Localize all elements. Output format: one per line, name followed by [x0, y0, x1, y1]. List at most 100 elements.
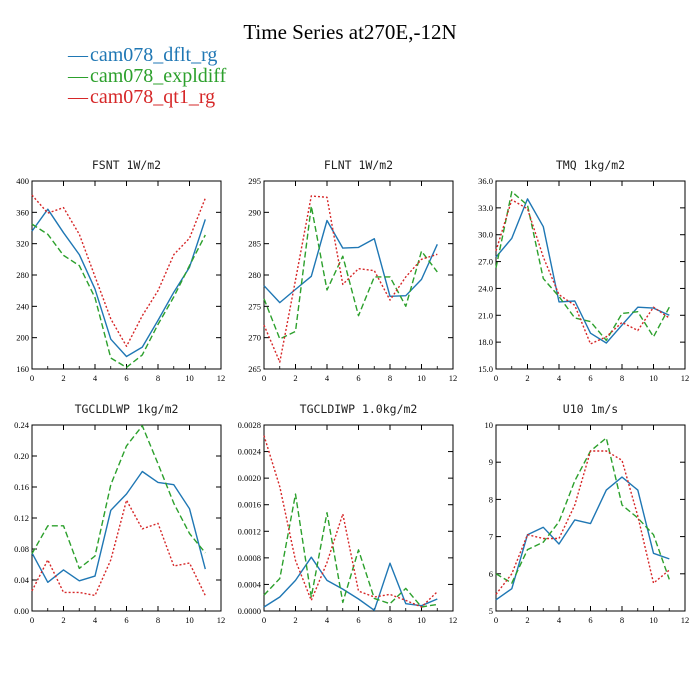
y-tick-label: 0.0024 [238, 447, 262, 457]
x-tick-label: 6 [588, 373, 592, 383]
x-tick-label: 2 [525, 615, 529, 625]
x-tick-label: 10 [649, 373, 658, 383]
y-tick-label: 0.12 [14, 513, 29, 523]
y-tick-label: 33.0 [478, 203, 493, 213]
y-tick-label: 0.0028 [238, 420, 261, 430]
x-tick-label: 0 [262, 615, 266, 625]
x-tick-label: 12 [449, 615, 458, 625]
y-tick-label: 285 [248, 239, 261, 249]
legend-line-icon: — [68, 65, 88, 87]
series-line-cam078_expldiff [495, 437, 670, 584]
plot-frame [263, 180, 454, 370]
y-tick-label: 360 [16, 207, 29, 217]
figure-title: Time Series at270E,-12N [243, 20, 457, 44]
panel-title: TGCLDIWP 1.0kg/m2 [300, 402, 418, 416]
x-tick-label: 12 [217, 615, 226, 625]
x-tick-label: 4 [557, 373, 562, 383]
x-tick-label: 12 [449, 373, 458, 383]
x-tick-label: 10 [185, 615, 194, 625]
y-tick-label: 10 [485, 420, 494, 430]
x-tick-label: 4 [93, 615, 98, 625]
y-tick-label: 15.0 [478, 364, 493, 374]
x-tick-label: 4 [325, 615, 330, 625]
series-line-cam078_dflt_rg [263, 219, 438, 304]
legend-label: cam078_dflt_rg [90, 44, 218, 66]
x-tick-label: 6 [124, 615, 128, 625]
legend-label: cam078_expldiff [90, 65, 227, 87]
x-tick-label: 6 [124, 373, 128, 383]
x-tick-label: 8 [620, 373, 624, 383]
series-line-cam078_expldiff [263, 493, 438, 608]
y-tick-label: 200 [16, 333, 29, 343]
x-tick-label: 0 [494, 373, 498, 383]
x-tick-label: 12 [681, 615, 690, 625]
x-tick-label: 8 [620, 615, 624, 625]
series-line-cam078_expldiff [31, 223, 206, 369]
legend-line-icon: — [68, 44, 88, 66]
y-tick-label: 280 [248, 270, 261, 280]
x-tick-label: 8 [388, 615, 392, 625]
y-tick-label: 0.0000 [238, 606, 261, 616]
legend-item-qt1: — cam078_qt1_rg [68, 87, 226, 108]
series-line-cam078_dflt_rg [495, 476, 670, 601]
x-tick-label: 0 [30, 615, 34, 625]
y-tick-label: 275 [248, 301, 261, 311]
y-tick-label: 5 [489, 606, 493, 616]
legend-item-dflt: — cam078_dflt_rg [68, 45, 226, 66]
x-tick-label: 10 [417, 615, 426, 625]
series-line-cam078_qt1_rg [495, 450, 670, 595]
y-tick-label: 24.0 [478, 283, 493, 293]
x-tick-label: 6 [356, 373, 360, 383]
legend: — cam078_dflt_rg — cam078_expldiff — cam078… [68, 45, 226, 108]
x-tick-label: 0 [494, 615, 498, 625]
y-tick-label: 36.0 [478, 176, 493, 186]
y-tick-label: 21.0 [478, 310, 493, 320]
y-tick-label: 6 [489, 569, 493, 579]
y-tick-label: 27.0 [478, 257, 493, 267]
series-line-cam078_qt1_rg [263, 435, 438, 608]
series-line-cam078_expldiff [495, 190, 670, 342]
y-tick-label: 0.00 [14, 606, 29, 616]
x-tick-label: 2 [525, 373, 529, 383]
y-tick-label: 295 [248, 176, 261, 186]
series-line-cam078_qt1_rg [31, 194, 206, 347]
series-line-cam078_qt1_rg [263, 195, 438, 363]
legend-item-expldiff: — cam078_expldiff [68, 66, 226, 87]
y-tick-label: 8 [489, 494, 493, 504]
panel-title: FSNT 1W/m2 [92, 158, 161, 172]
x-tick-label: 10 [649, 615, 658, 625]
x-tick-label: 12 [681, 373, 690, 383]
x-tick-label: 8 [156, 373, 160, 383]
series-line-cam078_expldiff [263, 205, 438, 340]
y-tick-label: 0.04 [14, 575, 30, 585]
y-tick-label: 18.0 [478, 337, 493, 347]
y-tick-label: 7 [489, 532, 493, 542]
x-tick-label: 6 [588, 615, 592, 625]
x-tick-label: 2 [293, 373, 297, 383]
x-tick-label: 2 [61, 373, 65, 383]
series-line-cam078_expldiff [31, 425, 206, 570]
x-tick-label: 6 [356, 615, 360, 625]
y-tick-label: 400 [16, 176, 29, 186]
x-tick-label: 10 [417, 373, 426, 383]
x-tick-label: 0 [262, 373, 266, 383]
y-tick-label: 0.20 [14, 451, 29, 461]
series-line-cam078_dflt_rg [31, 208, 206, 358]
y-tick-label: 9 [489, 457, 493, 467]
y-tick-label: 0.0012 [238, 526, 261, 536]
y-tick-label: 30.0 [478, 230, 493, 240]
panel-title: TGCLDLWP 1kg/m2 [75, 402, 179, 416]
panel-title: U10 1m/s [563, 402, 618, 416]
y-tick-label: 0.0004 [238, 579, 262, 589]
x-tick-label: 0 [30, 373, 34, 383]
series-line-cam078_dflt_rg [263, 556, 438, 611]
x-tick-label: 4 [325, 373, 330, 383]
x-tick-label: 2 [293, 615, 297, 625]
x-tick-label: 8 [388, 373, 392, 383]
y-tick-label: 320 [16, 239, 29, 249]
x-tick-label: 4 [557, 615, 562, 625]
plot-frame [495, 180, 686, 370]
y-tick-label: 0.0020 [238, 473, 261, 483]
series-line-cam078_qt1_rg [495, 199, 670, 345]
